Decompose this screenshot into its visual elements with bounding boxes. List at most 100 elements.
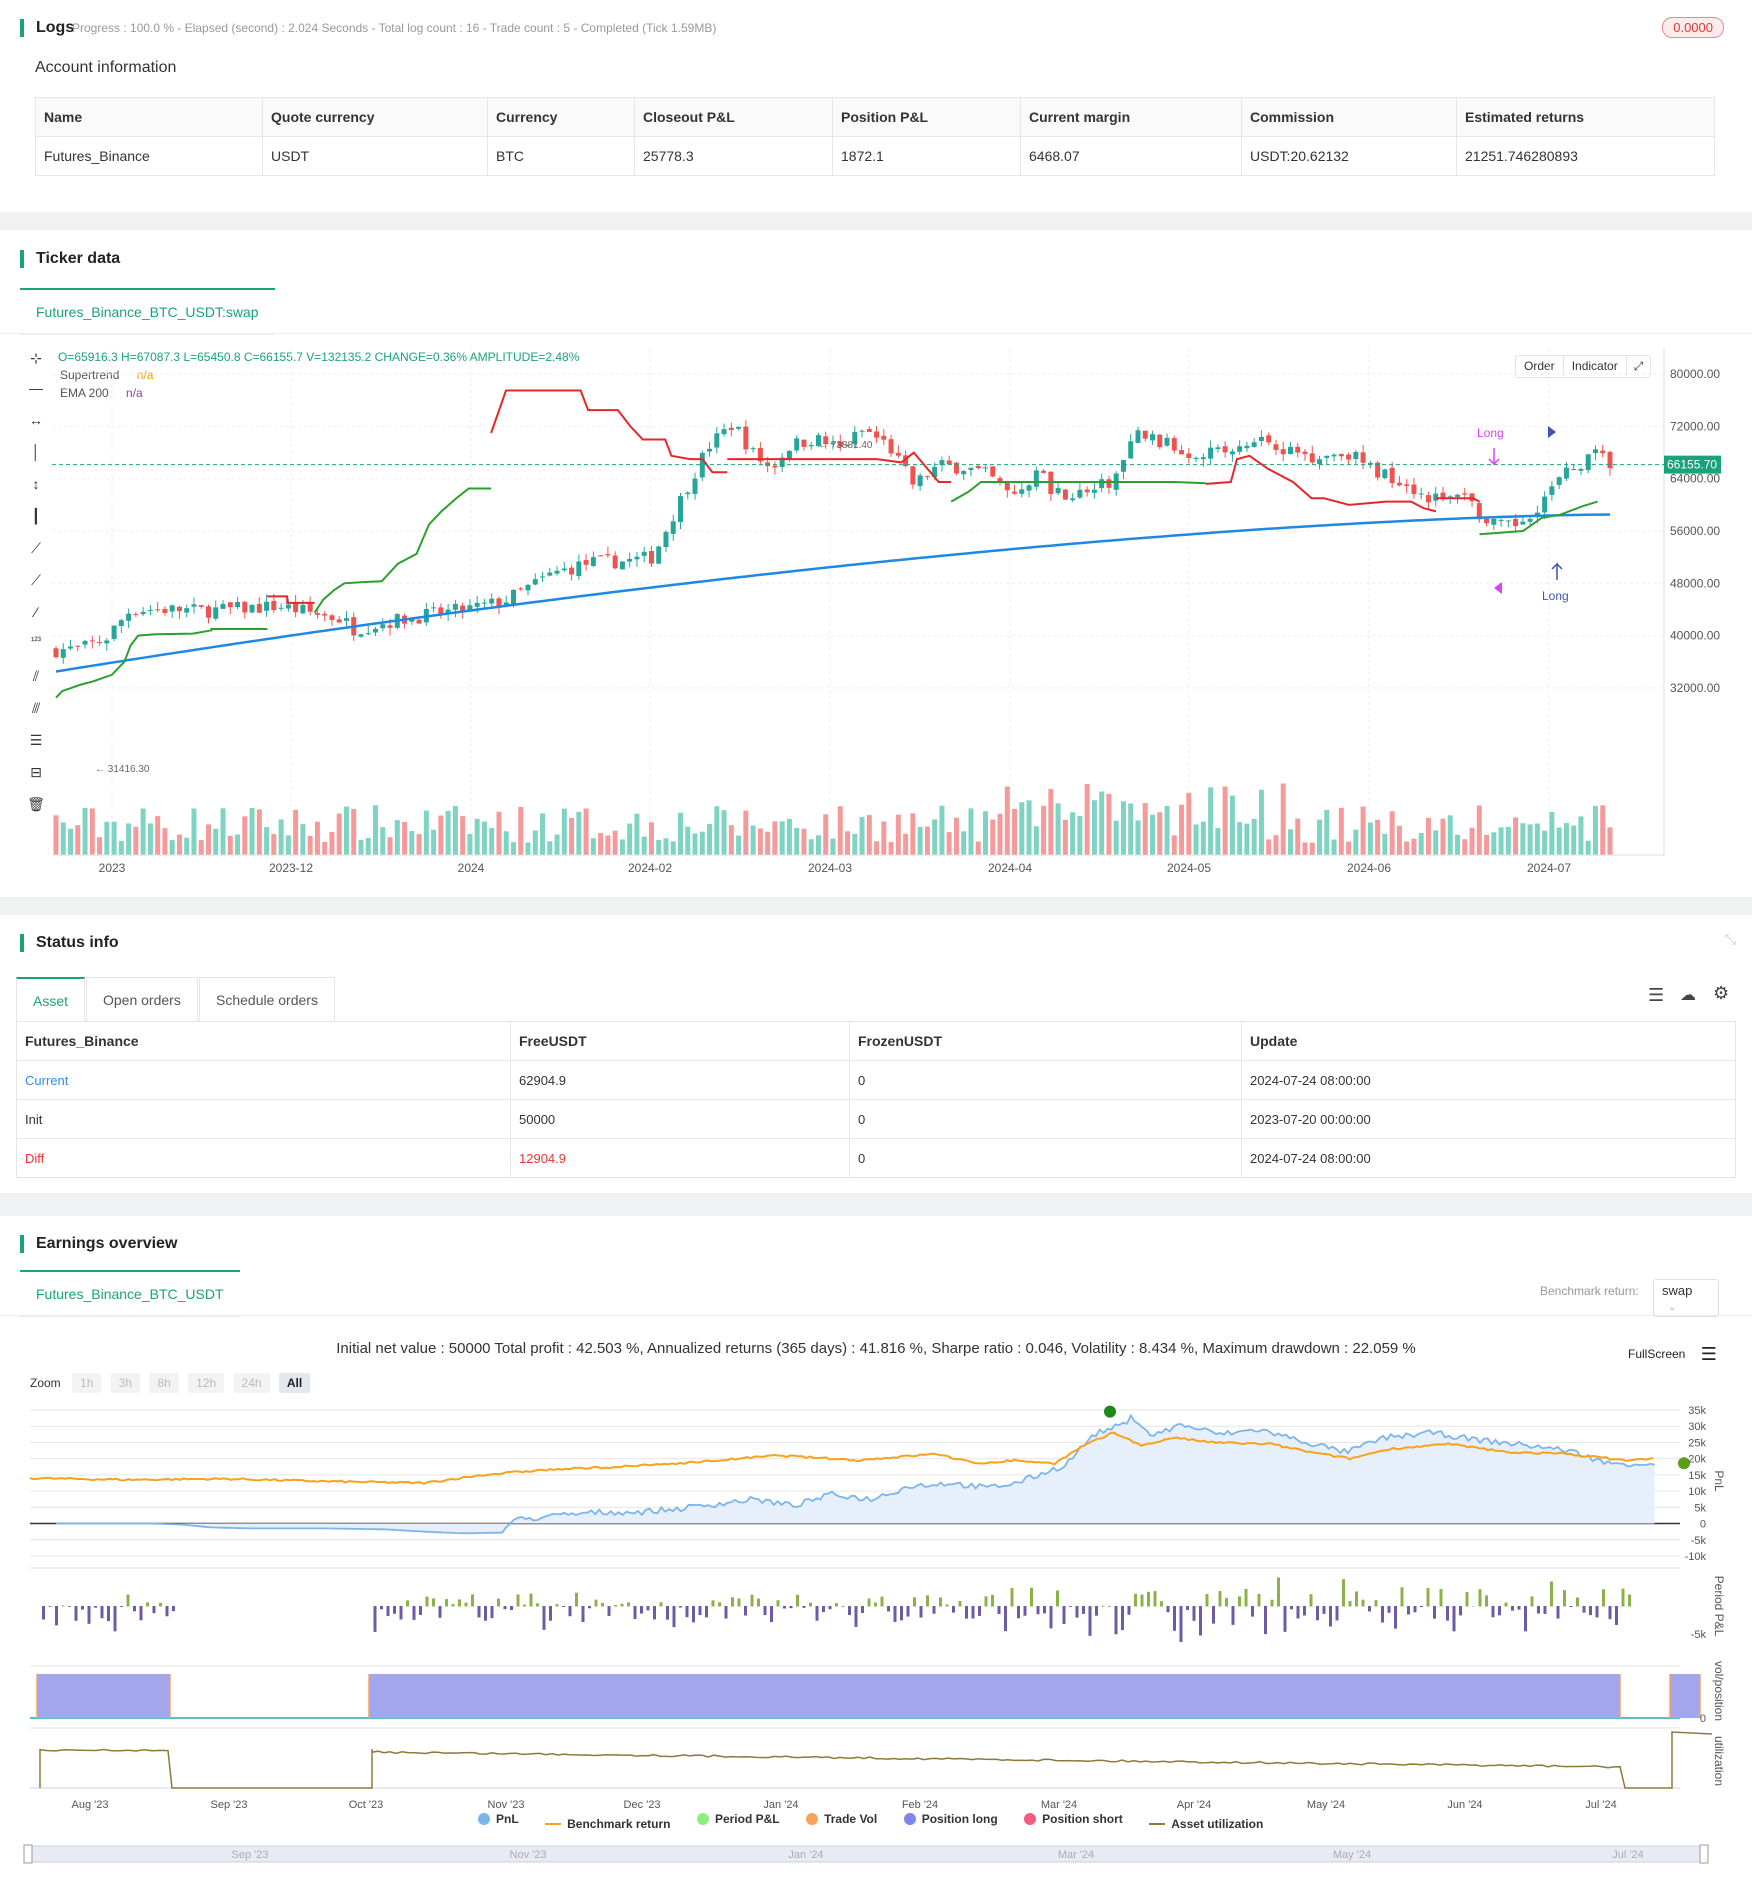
expand-icon[interactable]: ⤢ xyxy=(1633,359,1644,373)
candle-body xyxy=(612,555,618,569)
volume-bar xyxy=(1033,826,1039,855)
status-cell: 0 xyxy=(849,1060,1242,1100)
parallel-lines-icon[interactable]: ⫽ xyxy=(32,668,40,684)
candle-body xyxy=(1273,444,1279,450)
period-bar xyxy=(1556,1606,1560,1619)
period-bar xyxy=(412,1606,416,1620)
fibonacci-icon[interactable]: ⫻ xyxy=(31,700,41,716)
candle-body xyxy=(728,427,734,431)
volume-bar xyxy=(1295,818,1301,855)
candle-body xyxy=(249,604,255,613)
order-button[interactable]: Order xyxy=(1516,356,1564,376)
supertrend-down-line xyxy=(727,451,952,483)
crosshair-icon[interactable]: ⊹ xyxy=(30,350,42,366)
zoom-24h[interactable]: 24h xyxy=(233,1373,270,1393)
tab-open-orders[interactable]: Open orders xyxy=(86,977,198,1023)
trash-icon[interactable]: 🗑 xyxy=(27,796,45,812)
candle-body xyxy=(1128,441,1134,459)
legend-asset-utilization[interactable]: Asset utilization xyxy=(1149,1817,1263,1831)
period-bar xyxy=(1043,1606,1046,1614)
candle-body xyxy=(1375,462,1381,478)
candle-body xyxy=(510,589,516,605)
volume-bar xyxy=(1164,805,1170,855)
measure-icon[interactable]: ⊟ xyxy=(30,764,42,780)
volume-bar xyxy=(97,837,103,855)
candle-body xyxy=(736,426,742,429)
horizontal-ray-icon[interactable]: ↔ xyxy=(29,412,43,428)
period-bar xyxy=(380,1606,383,1610)
vertical-segment-icon[interactable]: ↕ xyxy=(32,476,40,492)
logs-title: Logs xyxy=(20,19,74,37)
candle-body xyxy=(1592,449,1598,453)
volume-bar xyxy=(1171,835,1177,855)
segment-icon[interactable]: ∕ xyxy=(34,604,38,620)
volume-bar xyxy=(481,821,487,855)
legend-period-pnl[interactable]: Period P&L xyxy=(696,1812,780,1826)
legend-position-long[interactable]: Position long xyxy=(903,1812,998,1826)
candle-body xyxy=(852,431,858,445)
candle-body xyxy=(1382,469,1388,479)
horizontal-line-icon[interactable]: — xyxy=(29,380,43,396)
tab-ticker-symbol[interactable]: Futures_Binance_BTC_USDT:swap xyxy=(20,288,275,335)
fib-retracement-icon[interactable]: ☰ xyxy=(29,732,43,748)
candle-body xyxy=(322,613,328,616)
zoom-1h[interactable]: 1h xyxy=(72,1373,102,1393)
menu-icon[interactable]: ☰ xyxy=(1700,1344,1717,1364)
legend-long-label: Position long xyxy=(921,1812,998,1826)
candle-body xyxy=(648,550,654,564)
ray-icon[interactable]: ⟋ xyxy=(31,540,41,556)
period-bar xyxy=(542,1606,546,1630)
volume-bar xyxy=(678,812,684,855)
period-bar xyxy=(172,1606,175,1612)
gear-icon[interactable]: ⚙ xyxy=(1713,983,1730,1003)
volume-bar xyxy=(118,840,124,855)
zoom-12h[interactable]: 12h xyxy=(188,1373,225,1393)
earnings-title: Earnings overview xyxy=(20,1235,177,1253)
tab-earnings-symbol[interactable]: Futures_Binance_BTC_USDT xyxy=(20,1270,240,1317)
cloud-download-icon[interactable]: ☁ xyxy=(1680,987,1696,1004)
candle-body xyxy=(387,625,393,628)
tab-schedule-orders[interactable]: Schedule orders xyxy=(199,977,335,1023)
price-line-icon[interactable]: ┃ xyxy=(31,508,41,524)
zoom-3h[interactable]: 3h xyxy=(110,1373,141,1393)
period-bar xyxy=(562,1606,565,1607)
collapse-icon[interactable]: ⤡ xyxy=(1724,931,1736,947)
period-bar xyxy=(692,1606,695,1623)
pnl-tick-label: 5k xyxy=(1694,1502,1706,1514)
period-bar xyxy=(1478,1589,1482,1607)
indicator-button[interactable]: Indicator xyxy=(1564,356,1627,376)
benchmark-select[interactable]: swap ⌄ xyxy=(1653,1279,1719,1317)
period-bar xyxy=(1465,1592,1469,1607)
account-col-quote: Quote currency xyxy=(262,97,488,137)
legend-trade-vol[interactable]: Trade Vol xyxy=(806,1812,877,1826)
logs-badge: 0.0000 xyxy=(1662,17,1724,38)
period-bar xyxy=(1459,1606,1462,1616)
fullscreen-button[interactable]: FullScreen ☰ xyxy=(1628,1342,1717,1364)
period-bar xyxy=(913,1597,916,1607)
price-channel-icon[interactable]: ¹²³ xyxy=(31,636,41,647)
zoom-8h[interactable]: 8h xyxy=(149,1373,179,1393)
account-cell: BTC xyxy=(487,136,635,176)
candle-body xyxy=(205,606,211,618)
zoom-all[interactable]: All xyxy=(278,1373,311,1393)
candle-body xyxy=(990,466,996,477)
candle-body xyxy=(874,431,880,438)
volume-bar xyxy=(278,819,284,855)
list-icon[interactable]: ☰ xyxy=(1648,985,1665,1005)
candle-body xyxy=(1237,446,1243,452)
period-bar xyxy=(1576,1597,1579,1607)
navigator-tick-label: Sep '23 xyxy=(232,1849,269,1861)
volume-bar xyxy=(583,808,589,855)
volume-bar xyxy=(1280,783,1286,855)
candle-body xyxy=(1476,503,1482,520)
vertical-line-icon[interactable]: │ xyxy=(31,444,41,460)
volume-bar xyxy=(975,841,981,855)
tab-asset[interactable]: Asset xyxy=(16,977,86,1023)
period-bar xyxy=(822,1606,825,1613)
legend-pnl[interactable]: PnL xyxy=(478,1812,519,1826)
volume-bar xyxy=(1251,819,1257,855)
legend-position-short[interactable]: Position short xyxy=(1024,1812,1123,1826)
trend-line-icon[interactable]: ⟋ xyxy=(31,572,41,588)
legend-benchmark[interactable]: Benchmark return xyxy=(545,1817,671,1831)
candle-body xyxy=(605,554,611,556)
